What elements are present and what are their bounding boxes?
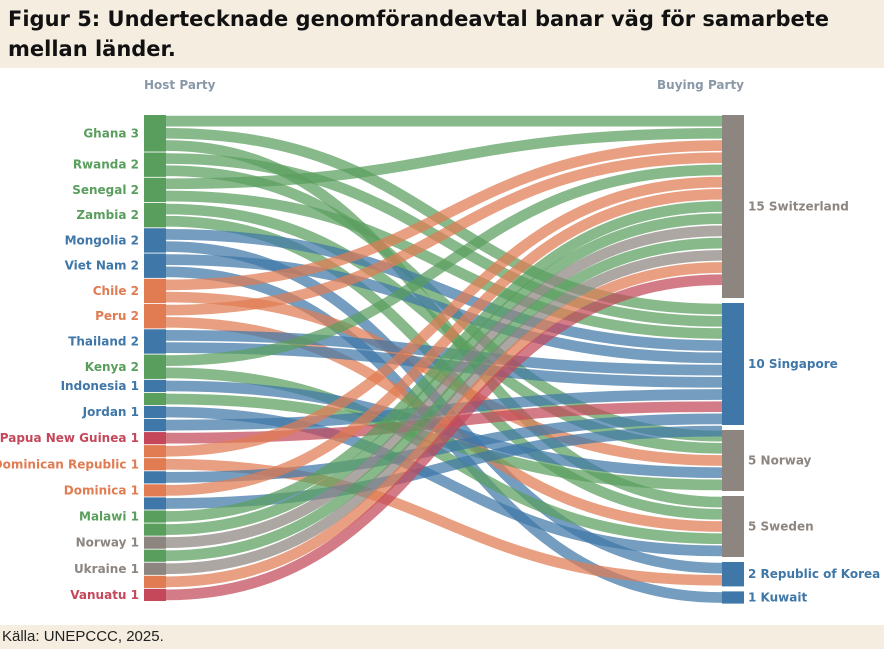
host-node <box>144 549 166 562</box>
flow-link <box>165 367 723 545</box>
host-node <box>144 471 166 484</box>
buyer-node <box>722 303 744 425</box>
buyer-label: 5 Norway <box>748 454 812 468</box>
host-label: Dominica 1 <box>64 483 139 497</box>
host-node <box>144 228 166 253</box>
sankey-chart: Ghana 3 Rwanda 2 Senegal 2 Zambia 2 Mongolia… <box>0 78 880 605</box>
host-node <box>144 484 166 497</box>
flow-link <box>165 188 723 496</box>
host-node <box>144 562 166 575</box>
source-note: Källa: UNEPCCC, 2025. <box>2 628 164 645</box>
flow-link <box>165 213 723 535</box>
host-party-header: Host Party <box>144 78 216 92</box>
host-node <box>144 202 166 228</box>
buyer-label: 15 Switzerland <box>748 200 849 214</box>
host-label: Jordan 1 <box>82 405 139 419</box>
host-label: Ghana 3 <box>83 126 139 140</box>
host-node <box>144 432 166 445</box>
flow-link <box>165 330 723 376</box>
host-label: Indonesia 1 <box>61 379 139 393</box>
host-label: Zambia 2 <box>76 208 139 222</box>
host-node <box>144 253 166 278</box>
host-node <box>144 329 166 354</box>
buying-party-header: Buying Party <box>657 78 744 92</box>
flow-link <box>165 254 723 364</box>
flow-link <box>165 249 723 575</box>
host-label: Viet Nam 2 <box>65 259 139 273</box>
host-node <box>144 445 166 458</box>
host-label: Vanuatu 1 <box>70 588 139 602</box>
host-node <box>144 278 166 304</box>
host-node <box>144 523 166 536</box>
host-node <box>144 152 166 177</box>
buyer-node <box>722 591 744 604</box>
buyer-node <box>722 562 744 587</box>
flow-links <box>165 115 723 603</box>
host-node <box>144 458 166 471</box>
host-node <box>144 536 166 549</box>
host-node <box>144 497 166 510</box>
host-label: Chile 2 <box>93 284 139 298</box>
host-label: Rwanda 2 <box>73 158 139 172</box>
title-bar: Figur 5: Undertecknade genomförandeavtal… <box>0 0 884 68</box>
flow-link <box>165 127 723 190</box>
host-nodes: Ghana 3 Rwanda 2 Senegal 2 Zambia 2 Mongolia… <box>0 115 166 602</box>
host-node <box>144 177 166 203</box>
buyer-label: 5 Sweden <box>748 520 814 534</box>
host-label: Kenya 2 <box>85 360 139 374</box>
flow-link <box>165 262 723 588</box>
host-node <box>144 354 166 379</box>
host-label: Senegal 2 <box>72 183 139 197</box>
host-label: Ukraine 1 <box>74 562 139 576</box>
host-label: Mongolia 2 <box>65 233 139 247</box>
flow-link <box>165 228 723 352</box>
flow-link <box>165 140 723 291</box>
buyer-node <box>722 430 744 491</box>
host-label: Peru 2 <box>95 309 139 323</box>
host-label: Norway 1 <box>76 536 139 550</box>
host-label: Papua New Guinea 1 <box>0 431 139 445</box>
host-node <box>144 304 166 329</box>
buyer-label: 1 Kuwait <box>748 591 807 605</box>
host-label: Dominican Republic 1 <box>0 457 139 471</box>
figure-title: Figur 5: Undertecknade genomförandeavtal… <box>8 7 830 61</box>
host-node <box>144 392 166 406</box>
host-node <box>144 588 166 601</box>
host-label: Malawi 1 <box>79 510 139 524</box>
buyer-label: 2 Republic of Korea <box>748 567 880 581</box>
flow-link <box>165 164 723 367</box>
flow-link <box>165 152 723 316</box>
host-label: Thailand 2 <box>68 334 139 348</box>
host-node <box>144 379 166 393</box>
host-node <box>144 510 166 523</box>
flow-link <box>165 237 723 562</box>
source-bar: Källa: UNEPCCC, 2025. <box>0 625 884 649</box>
buyer-nodes: 15 Switzerland 10 Singapore 5 Norway 5 Swed… <box>722 115 880 605</box>
host-node <box>144 115 166 152</box>
flow-link <box>165 274 723 601</box>
buyer-node <box>722 496 744 557</box>
flow-link <box>165 225 723 549</box>
buyer-node <box>722 115 744 298</box>
flow-link <box>165 176 723 457</box>
buyer-label: 10 Singapore <box>748 357 838 371</box>
host-node <box>144 405 166 419</box>
host-node <box>144 419 166 432</box>
flow-link <box>165 201 723 522</box>
host-node <box>144 575 166 588</box>
